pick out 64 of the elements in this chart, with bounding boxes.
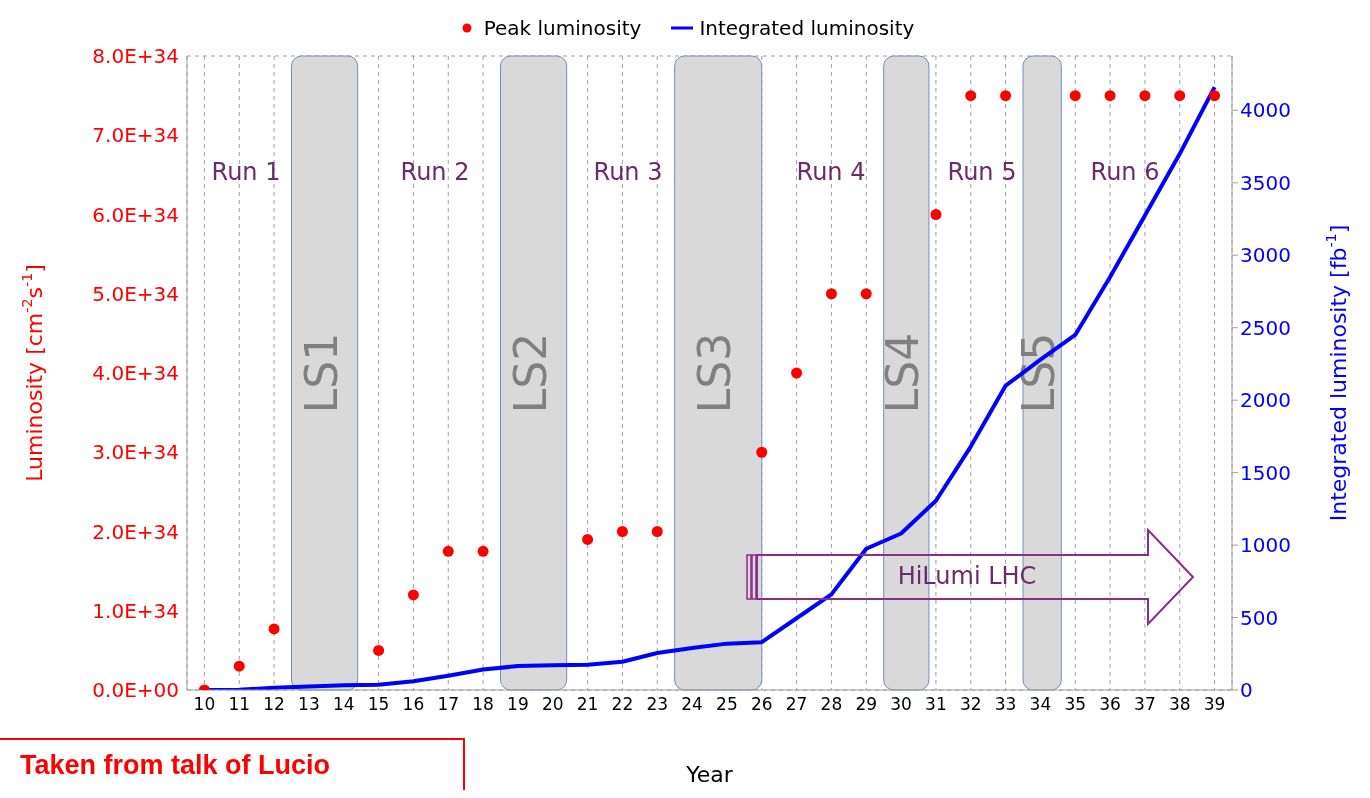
y-tick-label: 4.0E+34: [92, 361, 179, 386]
band-label: LS3: [689, 332, 741, 414]
x-tick-label: 14: [332, 694, 355, 715]
band-label: LS4: [877, 332, 929, 414]
x-tick-label: 10: [193, 694, 216, 715]
y-tick-label: 8.0E+34: [92, 44, 179, 69]
y2-tick-label: 3500: [1240, 170, 1291, 195]
x-tick-label: 20: [541, 694, 564, 715]
x-tick-label: 15: [367, 694, 390, 715]
x-tick-label: 39: [1203, 694, 1226, 715]
y-tick-label: 3.0E+34: [92, 440, 179, 465]
y2-tick-label: 500: [1240, 605, 1279, 630]
y2-tick-label: 1500: [1240, 460, 1291, 485]
x-tick-label: 29: [855, 694, 878, 715]
y-tick-label: 5.0E+34: [92, 281, 179, 306]
x-tick-label: 24: [681, 694, 703, 715]
y-tick-label: 1.0E+34: [92, 598, 179, 623]
x-tick-label: 18: [472, 694, 494, 715]
y2-tick-label: 2000: [1240, 388, 1291, 413]
text: Taken from talk of Lucio: [0, 738, 465, 790]
x-tick-label: 38: [1168, 694, 1191, 715]
x-tick-label: 33: [994, 694, 1017, 715]
x-tick-label: 23: [646, 694, 669, 715]
x-tick-label: 11: [228, 694, 251, 715]
x-tick-label: 22: [611, 694, 634, 715]
x-tick-label: 31: [925, 694, 947, 715]
x-tick-label: 19: [507, 694, 529, 715]
x-tick-label: 25: [716, 694, 738, 715]
x-tick-label: 21: [576, 694, 599, 715]
x-tick-label: 16: [402, 694, 425, 715]
y2-tick-label: 1000: [1240, 533, 1291, 558]
x-tick-label: 35: [1064, 694, 1087, 715]
annotation: Run 3: [593, 158, 663, 186]
x-tick-label: 12: [263, 694, 285, 715]
x-tick-label: 30: [890, 694, 912, 715]
x-axis-title: Year: [685, 762, 734, 787]
y2-tick-label: 0: [1240, 678, 1253, 703]
y-tick-label: 2.0E+34: [92, 519, 179, 544]
y2-tick-label: 4000: [1240, 98, 1291, 123]
x-tick-label: 17: [437, 694, 460, 715]
x-tick-label: 28: [820, 694, 843, 715]
annotation: Run 4: [796, 158, 866, 186]
x-tick-label: 34: [1029, 694, 1052, 715]
y2-tick-label: 3000: [1240, 243, 1291, 268]
annotation: Run 2: [400, 158, 470, 186]
band-label: LS2: [504, 332, 556, 414]
y-tick-label: 7.0E+34: [92, 123, 179, 148]
x-tick-label: 27: [785, 694, 808, 715]
y-tick-label: 6.0E+34: [92, 202, 179, 227]
x-tick-label: 36: [1099, 694, 1121, 715]
x-tick-label: 37: [1134, 694, 1156, 715]
legend-label: Peak luminosity: [482, 16, 642, 40]
legend-label: Integrated luminosity: [698, 16, 915, 40]
band-label: LS5: [1013, 332, 1065, 414]
annotation: Run 6: [1090, 158, 1160, 186]
annotation: HiLumi LHC: [897, 562, 1037, 590]
annotation: Run 5: [947, 158, 1017, 186]
y-tick-label: 0.0E+00: [92, 678, 179, 703]
x-tick-label: 26: [750, 694, 773, 715]
x-tick-label: 32: [959, 694, 982, 715]
y2-tick-label: 2500: [1240, 315, 1291, 340]
annotation: Run 1: [211, 158, 281, 186]
band-label: LS1: [295, 332, 347, 414]
x-tick-label: 13: [298, 694, 320, 715]
